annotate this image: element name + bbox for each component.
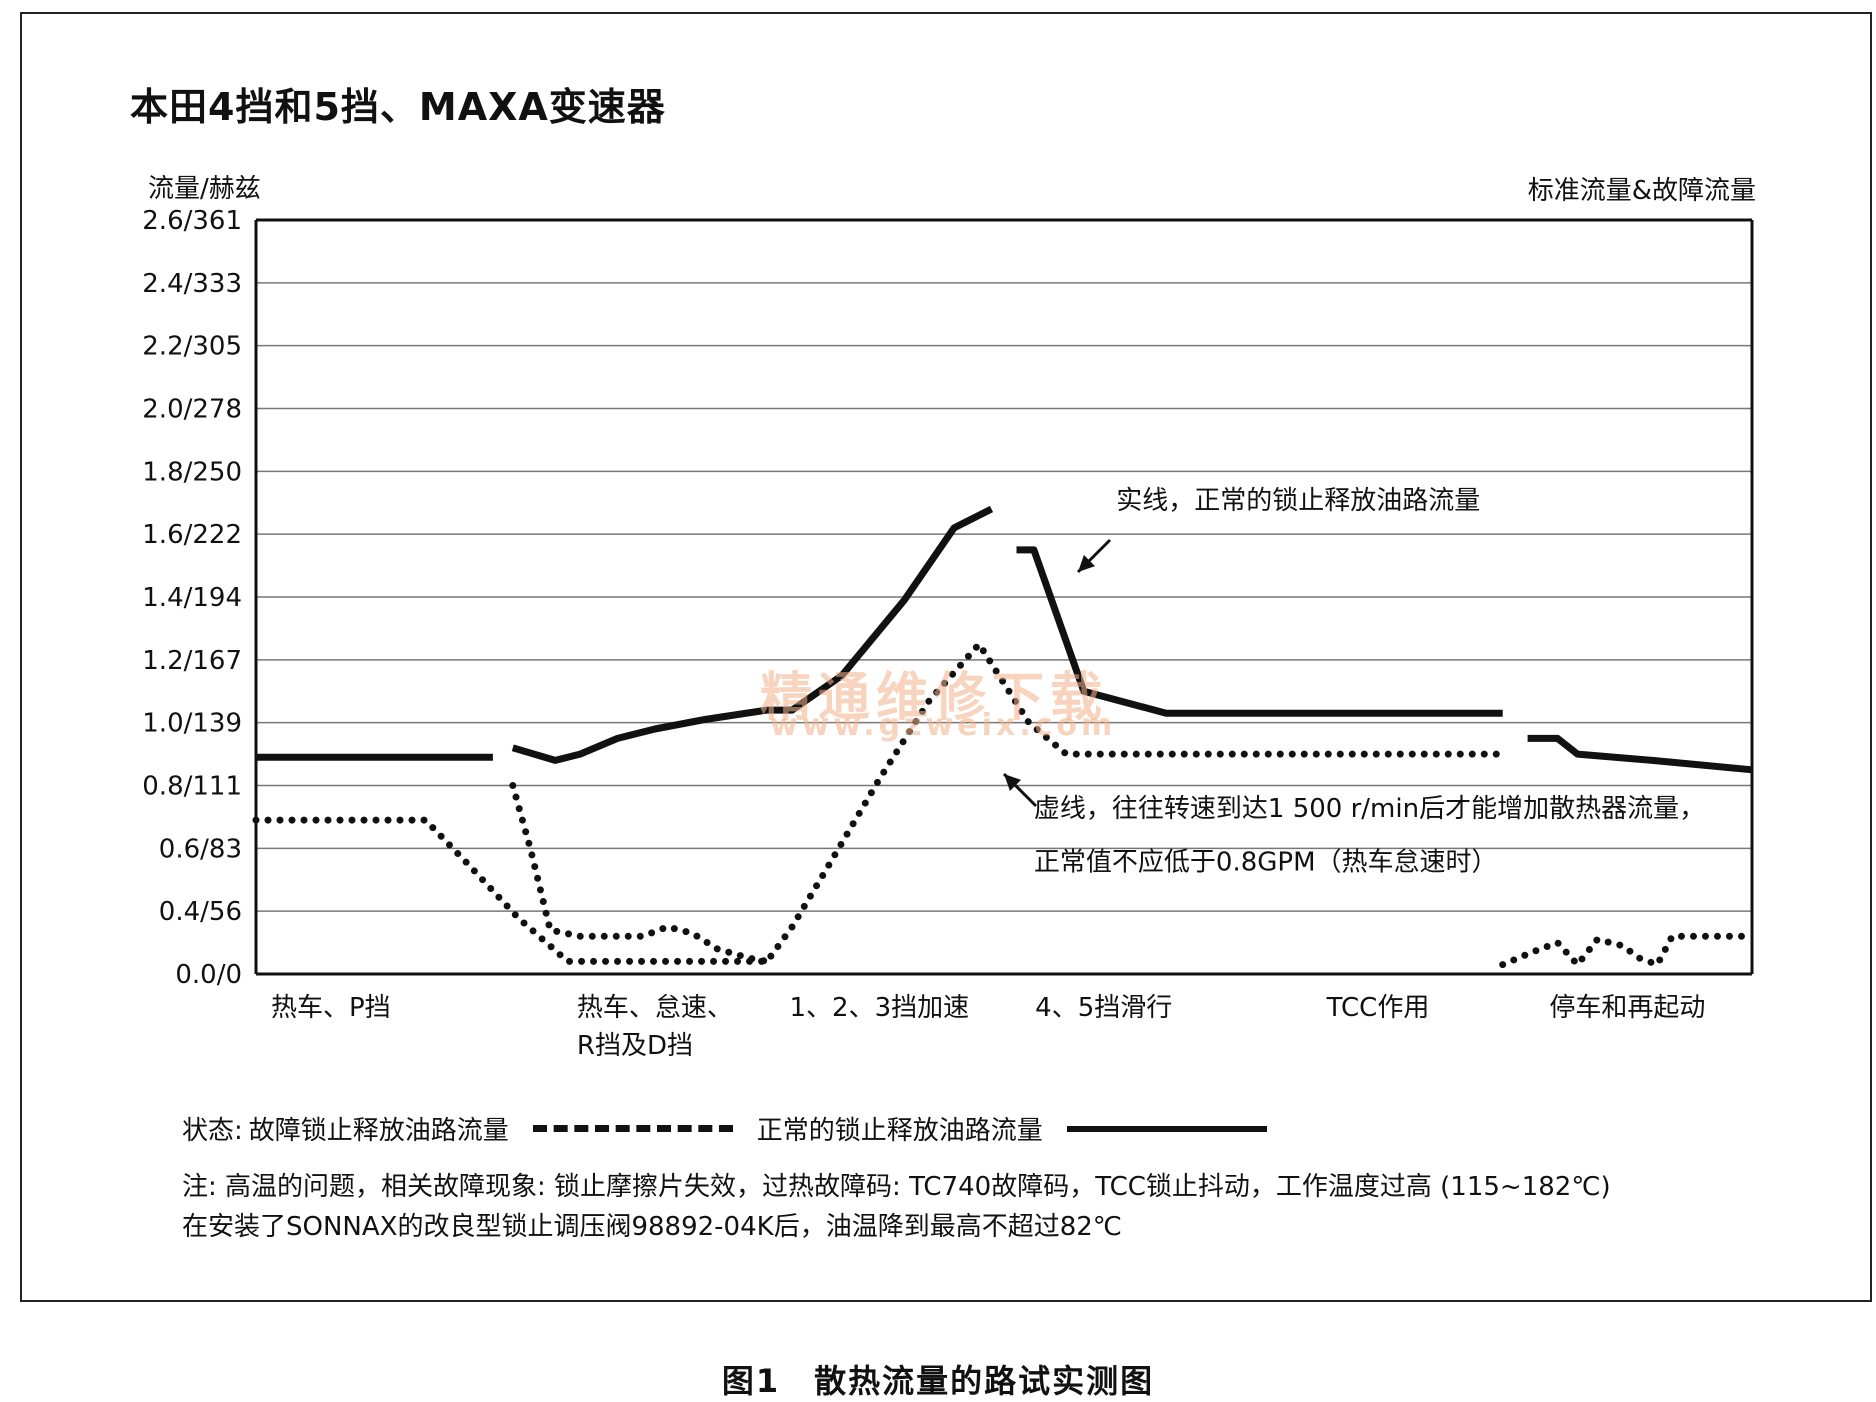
y-tick-label-8: 1.8/250 xyxy=(142,457,242,487)
y-tick-label-11: 2.4/333 xyxy=(142,269,242,299)
y-tick-label-7: 1.6/222 xyxy=(142,520,242,550)
fault-series-segment-2 xyxy=(1499,932,1756,969)
normal-series-segment-2 xyxy=(1016,546,1503,717)
right-axis-label: 标准流量&故障流量 xyxy=(1527,176,1756,206)
y-tick-label-9: 2.0/278 xyxy=(142,395,242,425)
legend-normal-swatch xyxy=(1066,1125,1267,1132)
fault-series-segment-1 xyxy=(509,782,771,965)
x-category-label-4: TCC作用 xyxy=(1326,993,1430,1023)
y-tick-label-3: 0.8/111 xyxy=(142,772,242,802)
x-category-label-0: 热车、P挡 xyxy=(271,993,391,1023)
x-category-label-3: 4、5挡滑行 xyxy=(1035,993,1172,1023)
note-line-2: 在安装了SONNAX的改良型锁止调压阀98892-04K后，油温降到最高不超过8… xyxy=(182,1212,1122,1242)
y-tick-label-0: 0.0/0 xyxy=(175,960,242,990)
y-tick-label-10: 2.2/305 xyxy=(142,332,242,362)
legend-normal-label: 正常的锁止释放油路流量 xyxy=(756,1116,1043,1146)
arrow-dotted-note-head xyxy=(1004,774,1021,791)
figure-frame xyxy=(20,12,1872,1302)
y-tick-label-5: 1.2/167 xyxy=(142,646,242,676)
legend-fault-label: 故障锁止释放油路流量 xyxy=(248,1116,509,1146)
figure-caption: 图1 散热流量的路试实测图 xyxy=(721,1362,1155,1400)
normal-series-segment-1 xyxy=(511,505,994,764)
watermark-url: www.gzweix.com xyxy=(770,708,1117,743)
watermark-text: 精通维修下载 xyxy=(760,668,1109,728)
y-axis-label: 流量/赫兹 xyxy=(148,174,261,204)
normal-series-segment-3 xyxy=(1527,734,1753,774)
chart-title: 本田4挡和5挡、MAXA变速器 xyxy=(130,85,666,129)
note-line-1: 注: 高温的问题，相关故障现象: 锁止摩擦片失效，过热故障码: TC740故障码… xyxy=(182,1172,1611,1202)
legend: 状态: 故障锁止释放油路流量 正常的锁止释放油路流量 xyxy=(182,1110,1291,1147)
annotation-2: 正常值不应低于0.8GPM（热车怠速时） xyxy=(1034,847,1498,877)
y-tick-label-1: 0.4/56 xyxy=(159,897,242,927)
x-category-label-5: 停车和再起动 xyxy=(1549,993,1705,1023)
legend-prefix: 状态: xyxy=(182,1116,243,1146)
x-category-label-1: 热车、怠速、 R挡及D挡 xyxy=(577,993,733,1061)
fault-series-segment-0 xyxy=(252,640,1507,965)
x-category-label-2: 1、2、3挡加速 xyxy=(790,993,970,1023)
y-tick-label-4: 1.0/139 xyxy=(142,709,242,739)
annotation-0: 实线，正常的锁止释放油路流量 xyxy=(1116,486,1480,516)
annotation-1: 虚线，往往转速到达1 500 r/min后才能增加散热器流量， xyxy=(1034,794,1705,824)
arrow-solid-note-head xyxy=(1078,555,1095,572)
y-tick-label-2: 0.6/83 xyxy=(159,834,242,864)
y-tick-label-6: 1.4/194 xyxy=(142,583,242,613)
y-tick-label-12: 2.6/361 xyxy=(142,206,242,236)
legend-fault-swatch xyxy=(532,1125,733,1132)
